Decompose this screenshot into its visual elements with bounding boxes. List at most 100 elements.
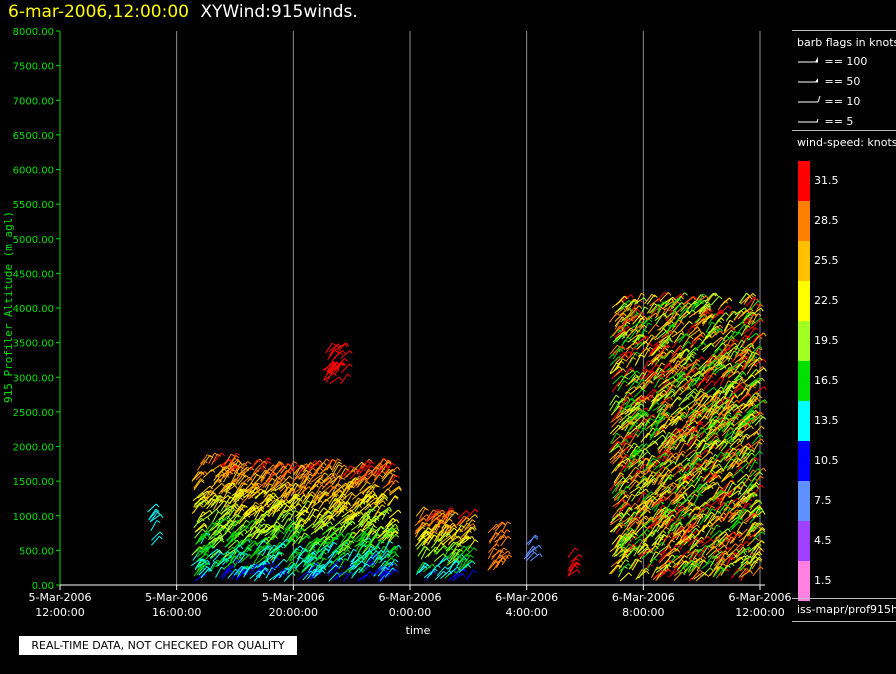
wind-barb [379,553,388,564]
wind-barb-flag [723,364,727,369]
wind-barb-flag [384,464,388,469]
wind-barb-flag [235,549,240,553]
wind-barb [283,505,294,514]
wind-barb-flag [387,488,391,492]
wind-barb-flag [662,403,666,408]
wind-barb [272,530,280,541]
wind-barb-flag [333,476,338,481]
wind-barb-flag [350,536,354,540]
wind-barb-flag [433,568,438,572]
wind-barb [223,546,234,556]
wind-barb-flag [669,559,673,564]
wind-barb-flag [673,312,678,316]
wind-barb [426,531,435,542]
wind-barb [693,484,705,493]
wind-barb [645,427,654,439]
wind-barb-flag [711,511,715,516]
wind-barb-flag [249,538,253,543]
wind-barb [270,480,279,492]
wind-barb [300,470,310,480]
wind-barb-flag [739,443,744,448]
wind-barb [320,510,330,521]
wind-barb [365,528,373,539]
wind-barb-flag [226,558,230,562]
wind-barb [327,549,337,559]
wind-barb [635,324,645,335]
wind-barb-flag [631,397,636,402]
wind-barb-flag [309,470,313,475]
wind-barb [721,411,729,423]
wind-barb-flag [678,522,683,526]
wind-barb [658,335,669,344]
wind-barb [386,545,396,556]
wind-barb-flag [453,524,458,528]
wind-barb-flag [652,337,657,341]
wind-barb-flag [256,518,261,523]
wind-barb [702,361,713,371]
wind-barb [338,538,349,547]
wind-barb [309,542,318,552]
wind-barb-flag [640,342,645,346]
wind-barb [494,522,504,532]
wind-barb [204,490,211,502]
wind-barb [467,539,476,550]
wind-barb-flag [259,523,263,527]
wind-barb-flag [683,357,688,362]
wind-barb [654,482,664,492]
wind-barb-flag [325,498,330,502]
wind-barb [618,454,627,465]
wind-barb-flag [757,351,761,355]
wind-barb [525,548,534,559]
wind-barb-flag [680,452,684,457]
wind-barb-flag [330,560,335,564]
wind-barb [322,517,333,527]
wind-barb-flag [716,390,721,395]
wind-barb [196,460,205,471]
wind-barb [672,302,683,311]
wind-barb [615,352,625,362]
wind-barb-flag [366,474,370,479]
wind-barb [358,464,367,475]
wind-barb-flag [436,517,440,521]
wind-barb-flag [463,558,468,562]
wind-barb [752,441,760,453]
wind-barb-flag [449,507,454,511]
wind-barb-flag [730,474,734,479]
wind-barb [454,525,462,536]
wind-barb [289,493,297,505]
wind-barb [648,364,658,374]
wind-barb-flag [705,295,710,300]
wind-barb [308,471,317,482]
wind-barb-flag [368,503,372,508]
wind-barb-flag [392,517,397,522]
wind-barb-flag [303,560,307,565]
wind-barb [742,413,753,423]
wind-barb-flag [667,362,672,366]
wind-barb [620,532,630,542]
wind-barb-flag [155,503,160,508]
wind-barb [445,527,455,538]
wind-barb [232,551,241,563]
wind-barb-flag [676,364,681,369]
wind-barb-flag [315,471,320,475]
wind-barb-flag [575,557,580,562]
wind-barb-flag [702,467,707,471]
wind-barb [363,556,372,567]
wind-barb-flag [347,502,352,507]
wind-barb-flag [576,569,581,574]
wind-barb [740,569,751,578]
wind-barb [359,460,369,470]
wind-barb [264,477,273,488]
wind-barb-flag [694,449,698,454]
wind-barb [711,425,720,436]
wind-barb [328,345,337,357]
wind-barb-flag [680,516,685,520]
wind-barb [280,470,288,482]
wind-barb [434,570,445,581]
wind-barb [261,461,269,472]
wind-barb [663,415,672,427]
wind-barb-flag [343,552,347,556]
wind-barb [618,563,629,572]
wind-barb-flag [386,510,390,515]
wind-barb [487,543,497,554]
